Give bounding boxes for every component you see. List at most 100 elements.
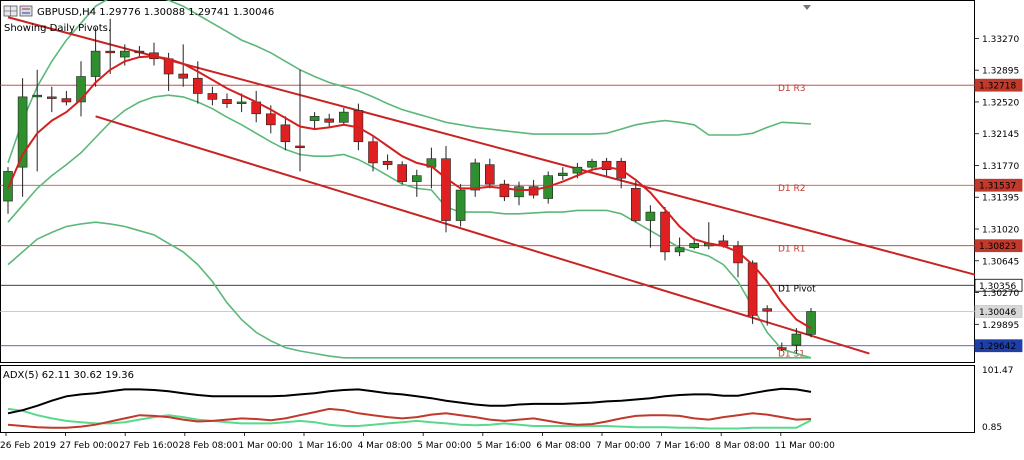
candle-body: [32, 94, 43, 98]
pivot-price-tag-label: 1.29642: [979, 342, 1016, 352]
candle-body: [61, 98, 72, 103]
candle-body: [601, 160, 612, 171]
price-tick-label: 1.32520: [982, 98, 1019, 108]
moving-average-line: [7, 55, 812, 329]
minus-di-line: [7, 407, 812, 430]
pivot-label: D1 R3: [778, 84, 806, 94]
adx-plot: [7, 387, 812, 430]
plus-di-line: [7, 407, 812, 429]
candle-body: [514, 186, 524, 198]
candle-body: [806, 311, 816, 335]
pivot-price-tag: [974, 278, 1023, 292]
pivot-price-tag: [974, 339, 1023, 353]
price-tick-label: 1.31020: [982, 226, 1019, 236]
price-tick-label: 1.32895: [982, 67, 1019, 77]
current-price-tag: [974, 305, 1023, 318]
time-tick-label: 6 Mar 08:00: [536, 441, 591, 451]
candle-body: [105, 50, 115, 54]
pivot-label: D1 Pivot: [778, 284, 816, 294]
price-tick-label: 1.31770: [982, 162, 1019, 172]
time-tick-label: 8 Mar 08:00: [715, 441, 770, 451]
price-tick-label: 1.31395: [982, 194, 1019, 204]
time-tick-label: 11 Mar 00:00: [775, 441, 835, 451]
time-tick-label: 1 Mar 00:00: [238, 441, 293, 451]
time-tick-label: 27 Feb 00:00: [60, 441, 119, 451]
candle-body: [163, 58, 174, 75]
candle-body: [236, 101, 247, 104]
scroll-marker-icon[interactable]: [803, 5, 811, 10]
candle-body: [484, 164, 495, 185]
time-tick-label: 7 Mar 00:00: [596, 441, 651, 451]
candle-body: [17, 96, 28, 168]
bollinger-outer-lower-line: [7, 221, 811, 359]
pivot-price-tag-label: 1.32718: [979, 82, 1016, 92]
channel-lower-line: [95, 115, 870, 355]
candle-body: [280, 124, 291, 143]
candle-body: [776, 347, 787, 350]
pivot-price-tag-label: 1.30356: [979, 282, 1016, 292]
time-tick-label: 5 Mar 00:00: [417, 441, 472, 451]
price-tick-label: 1.30645: [982, 257, 1019, 267]
price-tick-label: 1.29895: [982, 321, 1019, 331]
bollinger-upper-line: [7, 0, 812, 164]
adx-axis-min-label: 0.85: [982, 423, 1002, 433]
candle-body: [645, 211, 656, 221]
pivot-subtitle: Showing Daily Pivots.: [4, 23, 111, 34]
candle-body: [90, 50, 101, 77]
time-tick-label: 1 Mar 16:00: [298, 441, 353, 451]
adx-panel-frame: [0, 365, 975, 433]
pivot-price-tag: [974, 178, 1023, 192]
candle-body: [338, 111, 349, 123]
pivot-price-tag: [974, 78, 1023, 92]
price-tick-label: 1.30270: [982, 289, 1019, 299]
current-price-tag-label: 1.30046: [979, 308, 1016, 318]
time-tick-label: 5 Mar 16:00: [477, 441, 532, 451]
candle-body: [791, 333, 802, 346]
candle-body: [660, 211, 670, 253]
pivot-price-tag: [974, 239, 1023, 253]
symbol-icon: [3, 5, 33, 17]
price-tick-label: 1.32145: [982, 130, 1019, 140]
candle-body: [557, 172, 568, 176]
candle-body: [499, 183, 510, 198]
candle-body: [441, 158, 451, 221]
adx-axis-max-label: 101.47: [982, 366, 1014, 376]
adx-line: [7, 387, 812, 415]
candle-body: [324, 118, 335, 123]
candle-body: [689, 243, 700, 248]
time-tick-label: 7 Mar 16:00: [656, 441, 711, 451]
candle-body: [762, 308, 773, 312]
adx-title: ADX(5) 62.11 30.62 19.36: [3, 370, 134, 381]
pivot-label: D1 R1: [778, 245, 806, 255]
candle-body: [120, 50, 130, 58]
time-tick-label: 4 Mar 08:00: [358, 441, 413, 451]
candle-body: [368, 141, 378, 164]
candle-body: [76, 76, 86, 103]
candle-body: [733, 245, 743, 264]
candle-body: [46, 96, 57, 99]
candle-body: [674, 247, 685, 253]
candle-body: [193, 77, 203, 94]
candle-body: [178, 73, 188, 79]
time-tick-label: 28 Feb 08:00: [179, 441, 238, 451]
candle-body: [295, 145, 305, 148]
price-plot: D1 R3 D1 R2 D1 R1 D1 Pivot D1 S1: [0, 0, 976, 360]
time-axis: 26 Feb 2019 27 Feb 00:00 27 Feb 16:00 28 Fe…: [0, 432, 835, 451]
bollinger-lower-line: [7, 94, 812, 359]
price-axis: 1.32718 1.31537 1.30823 1.30356 1.29642 1.300…: [974, 35, 1023, 433]
candle-body: [747, 262, 758, 316]
candle-body: [455, 189, 466, 221]
candle-body: [382, 160, 393, 165]
candle-body: [207, 93, 218, 100]
symbol-header: GBPUSD,H4 1.29776 1.30088 1.29741 1.3004…: [37, 7, 274, 18]
candle-body: [265, 113, 276, 126]
candle-body: [134, 50, 145, 54]
pivot-price-tag-label: 1.31537: [979, 182, 1016, 192]
price-tick-label: 1.33270: [982, 35, 1019, 45]
candle-body: [572, 166, 583, 174]
candle-body: [470, 162, 481, 191]
pivot-label: D1 R2: [778, 184, 806, 194]
pivot-price-tag-label: 1.30823: [979, 242, 1016, 252]
